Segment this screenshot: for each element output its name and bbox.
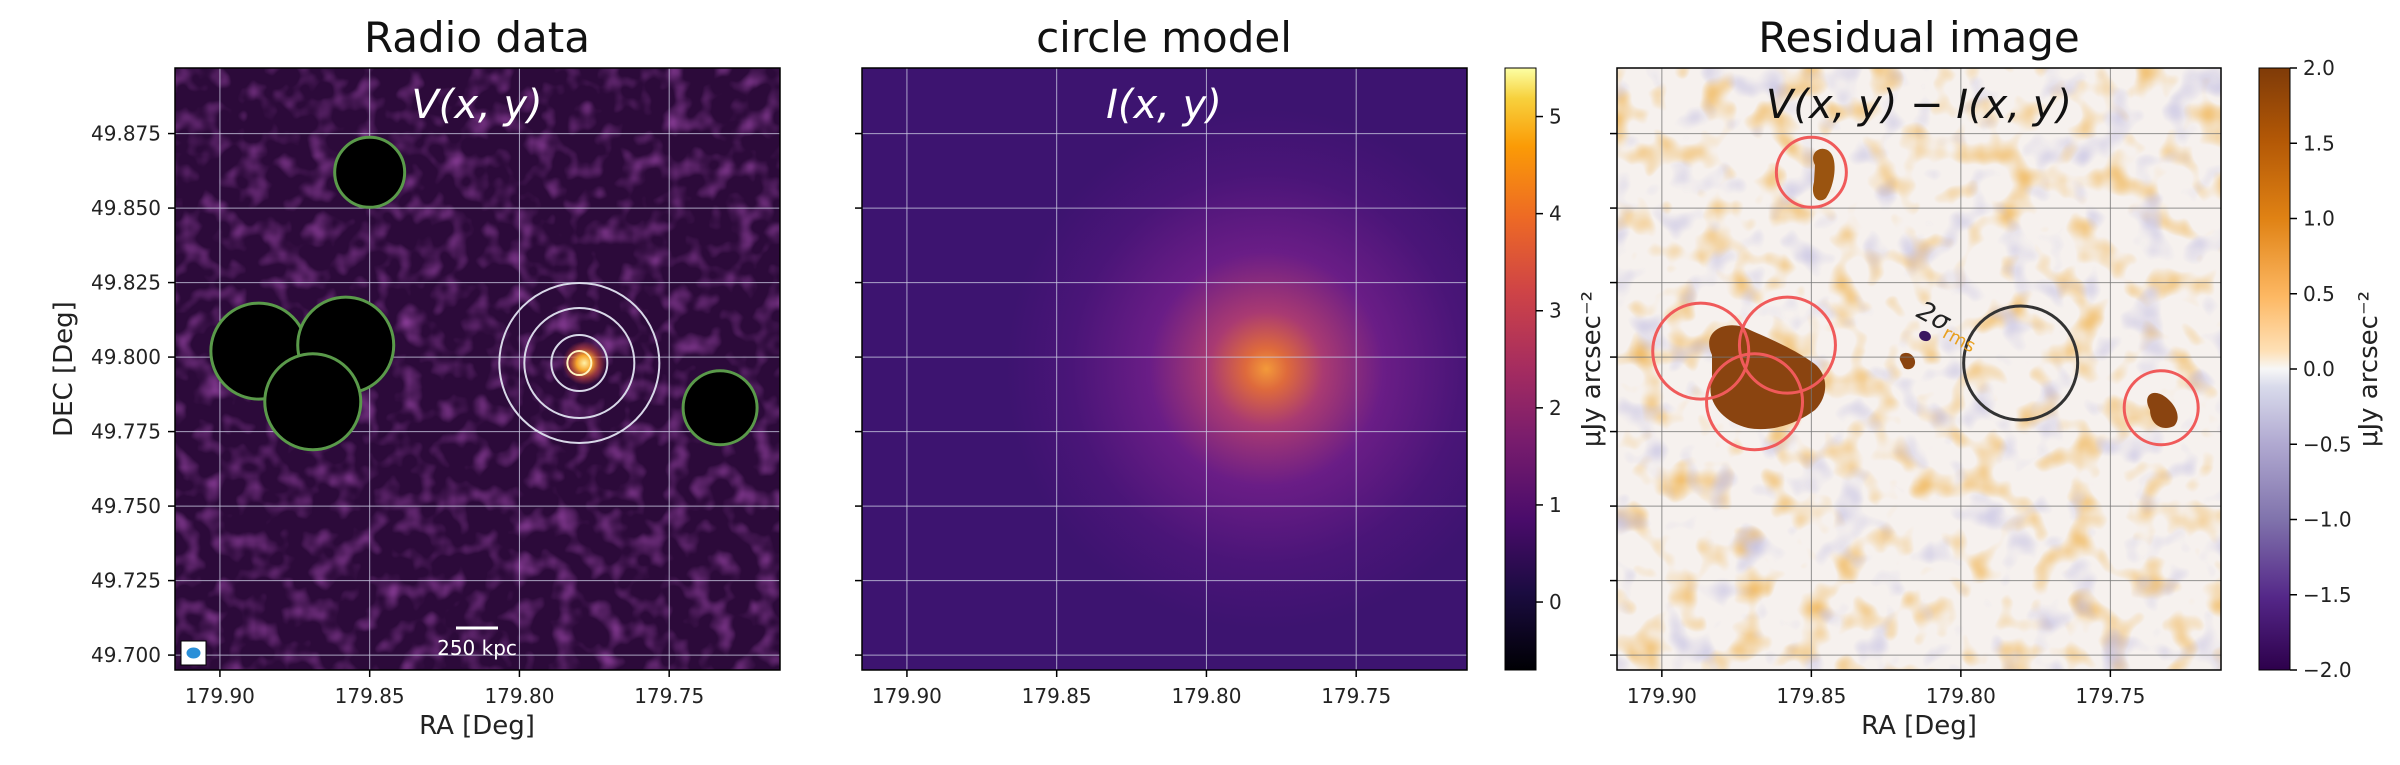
y-tick-label: 49.700 <box>91 643 161 667</box>
masked-sources <box>209 135 759 452</box>
y-ticks: 49.875 49.850 49.825 49.800 49.775 49.750 49.7… <box>91 122 175 667</box>
colorbar-tick-label: 5 <box>1549 105 1562 129</box>
x-ticks: 179.90 179.85 179.80 179.75 <box>185 670 704 708</box>
panel-radio-data: Radio data V(x, y) 250 kpc 179.90 179.85 1… <box>49 13 781 741</box>
y-axis-label: DEC [Deg] <box>49 301 79 437</box>
formula-label: I(x, y) <box>1106 82 1222 128</box>
residual-blobs <box>1709 148 2178 430</box>
formula-label: V(x, y) − I(x, y) <box>1766 82 2072 128</box>
masked-region <box>263 352 363 452</box>
sigma-circle <box>1962 304 2080 422</box>
panel-title: Radio data <box>364 13 590 62</box>
y-tick-label: 49.775 <box>91 420 161 444</box>
y-tick-label: 49.800 <box>91 345 161 369</box>
colorbar-tick-label: 1.0 <box>2303 207 2335 231</box>
x-axis-label: RA [Deg] <box>1861 711 1977 741</box>
colorbar-tick-label: −2.0 <box>2303 658 2352 682</box>
red-contour <box>1774 135 1848 209</box>
grid <box>862 68 1467 670</box>
colorbar-tick-label: 4 <box>1549 202 1562 226</box>
y-tick-label: 49.725 <box>91 569 161 593</box>
colorbar-label: μJy arcsec⁻² <box>1577 291 1607 447</box>
y-tick-label: 49.825 <box>91 271 161 295</box>
annulus-ring <box>566 350 593 377</box>
annulus-ring <box>550 334 609 393</box>
x-tick-label: 179.80 <box>1171 684 1241 708</box>
x-tick-label: 179.75 <box>2075 684 2145 708</box>
colorbar-tick-label: 1.5 <box>2303 131 2335 155</box>
x-tick-label: 179.90 <box>1627 684 1697 708</box>
red-contour <box>1737 295 1837 395</box>
grid <box>175 68 780 670</box>
formula-label: V(x, y) <box>411 82 542 128</box>
heatmap-negative-noise <box>1617 68 2221 670</box>
colorbar-tick-label: −0.5 <box>2303 432 2352 456</box>
red-mask-contours <box>1651 135 2200 452</box>
x-tick-label: 179.85 <box>335 684 405 708</box>
colorbar: 2.0 1.5 1.0 0.5 0.0 −0.5 −1.0 −1.5 −2.0 μJy arcs… <box>2258 56 2384 682</box>
colorbar-tick-label: −1.5 <box>2303 583 2352 607</box>
x-axis-label: RA [Deg] <box>419 711 535 741</box>
colorbar: 5 4 3 2 1 0 μJy arcsec⁻² <box>1504 67 1607 671</box>
x-ticks: 179.90 179.85 179.80 179.75 <box>1627 670 2145 708</box>
x-tick-label: 179.75 <box>634 684 704 708</box>
beam-marker <box>180 640 207 666</box>
y-tick-label: 49.875 <box>91 122 161 146</box>
scale-bar: 250 kpc <box>437 626 517 660</box>
x-tick-label: 179.85 <box>1776 684 1846 708</box>
annulus-ring <box>498 282 661 445</box>
model-profile <box>1006 109 1467 629</box>
colorbar-label: μJy arcsec⁻² <box>2354 291 2384 447</box>
colorbar-gradient <box>1504 67 1537 671</box>
colorbar-ticks: 5 4 3 2 1 0 <box>1536 105 1562 614</box>
colorbar-tick-label: 2 <box>1549 396 1562 420</box>
x-tick-label: 179.75 <box>1321 684 1391 708</box>
y-tick-marks <box>1610 132 1617 656</box>
x-tick-label: 179.80 <box>1926 684 1996 708</box>
x-tick-label: 179.80 <box>484 684 554 708</box>
grid <box>1617 68 2221 670</box>
x-tick-label: 179.90 <box>185 684 255 708</box>
panel-circle-model: circle model I(x, y) 179.90 179.85 179.80 1… <box>855 13 1607 708</box>
x-tick-label: 179.85 <box>1022 684 1092 708</box>
panel-title: Residual image <box>1758 13 2080 62</box>
plot-frame <box>861 67 1468 671</box>
colorbar-ticks: 2.0 1.5 1.0 0.5 0.0 −0.5 −1.0 −1.5 −2.0 <box>2290 56 2352 682</box>
plot-frame <box>1616 67 2222 671</box>
annular-regions <box>498 282 661 445</box>
red-contour <box>1651 301 1751 401</box>
x-tick-label: 179.90 <box>872 684 942 708</box>
y-tick-label: 49.750 <box>91 494 161 518</box>
plot-frame <box>174 67 781 671</box>
colorbar-tick-label: 0.0 <box>2303 357 2335 381</box>
colorbar-tick-label: 1 <box>1549 493 1562 517</box>
panel-residual-image: Residual image 2σrms V(x, y) − I(x, y) 1… <box>1610 13 2384 741</box>
annulus-ring <box>523 307 636 420</box>
colorbar-tick-label: 2.0 <box>2303 56 2335 80</box>
x-ticks: 179.90 179.85 179.80 179.75 <box>872 670 1391 708</box>
colorbar-tick-label: 0.5 <box>2303 282 2335 306</box>
panel-title: circle model <box>1036 13 1292 62</box>
source-core <box>562 341 607 386</box>
y-tick-marks <box>855 132 862 656</box>
scale-bar-label: 250 kpc <box>437 636 517 660</box>
red-contour <box>1705 352 1805 452</box>
colorbar-tick-label: −1.0 <box>2303 508 2352 532</box>
masked-region <box>681 369 759 447</box>
colorbar-tick-label: 3 <box>1549 299 1562 323</box>
red-contour <box>2122 369 2200 447</box>
colorbar-tick-label: 0 <box>1549 590 1562 614</box>
masked-region <box>333 135 407 209</box>
colorbar-gradient <box>2258 67 2291 671</box>
y-tick-label: 49.850 <box>91 196 161 220</box>
